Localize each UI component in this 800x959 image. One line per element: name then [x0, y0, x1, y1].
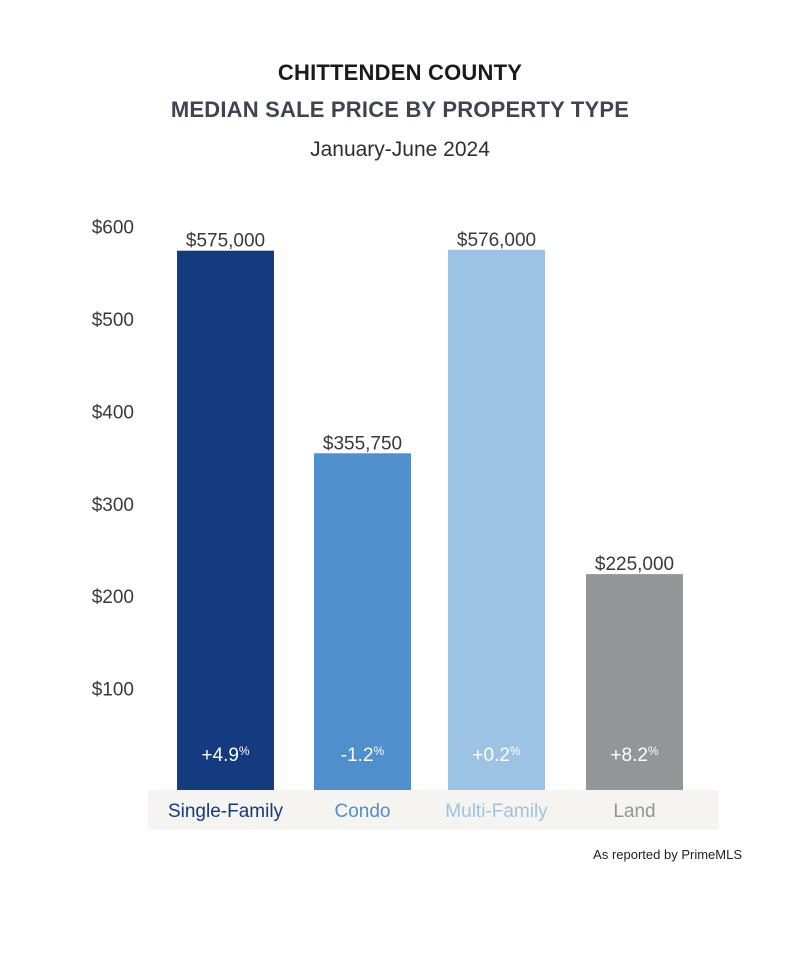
- y-tick-label: $600: [92, 218, 134, 239]
- value-label: $355,750: [323, 433, 402, 454]
- y-tick-label: $200: [92, 587, 134, 608]
- chart-period: January-June 2024: [310, 138, 490, 161]
- chart-subtitle: MEDIAN SALE PRICE BY PROPERTY TYPE: [170, 97, 630, 122]
- y-tick-label: $500: [92, 310, 134, 331]
- y-tick-label: $400: [92, 402, 134, 423]
- category-label: Condo: [335, 801, 391, 822]
- change-label: +4.9%: [201, 744, 250, 766]
- category-label: Single-Family: [168, 801, 284, 822]
- change-label: -1.2%: [341, 744, 385, 766]
- bar: [177, 250, 274, 790]
- bar: [448, 249, 545, 790]
- category-band: [148, 790, 719, 830]
- y-tick-label: $100: [92, 680, 134, 701]
- source-note: As reported by PrimeMLS: [593, 847, 742, 862]
- value-label: $575,000: [186, 231, 265, 252]
- value-label: $225,000: [595, 554, 674, 575]
- value-label: $576,000: [457, 230, 536, 251]
- category-label: Multi-Family: [445, 801, 548, 822]
- bar: [586, 574, 683, 790]
- chart-title: CHITTENDEN COUNTY: [277, 60, 523, 85]
- change-label: +8.2%: [610, 744, 659, 766]
- y-tick-label: $300: [92, 495, 134, 516]
- change-label: +0.2%: [472, 744, 521, 766]
- bar: [314, 453, 411, 790]
- category-label: Land: [613, 801, 655, 822]
